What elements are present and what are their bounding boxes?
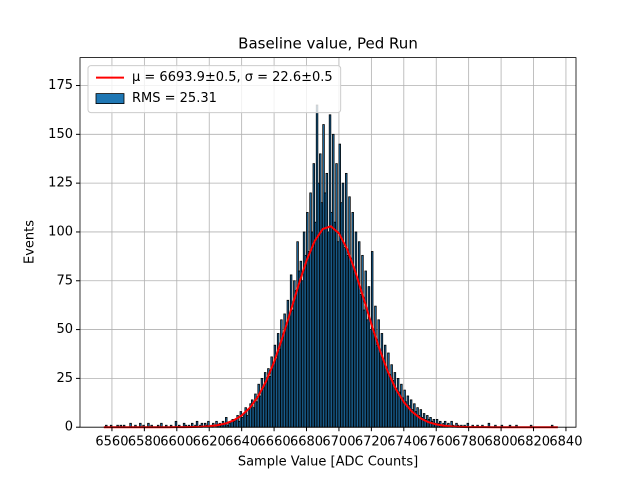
x-tick-label: 6780 [452,435,485,450]
y-tick-label: 75 [56,273,73,288]
x-axis-label: Sample Value [ADC Counts] [238,455,418,470]
y-tick-label: 100 [48,224,73,239]
y-tick-label: 25 [56,371,73,386]
legend-patch [95,93,125,104]
axes: 6560 6580 6600 6620 6640 6660 6680 6700 6720 6740… [48,57,582,450]
x-tick-label: 6760 [420,435,453,450]
x-tick-label: 6560 [95,435,128,450]
x-tick-label: 6620 [193,435,226,450]
x-tick-label: 6840 [549,435,582,450]
legend-label: μ = 6693.9±0.5, σ = 22.6±0.5 [132,70,333,85]
y-axis-label: Events [23,220,38,264]
x-tick-label: 6660 [258,435,291,450]
x-tick-label: 6740 [387,435,420,450]
y-tick-label: 175 [48,78,73,93]
x-tick-label: 6700 [322,435,355,450]
axes-frame [79,57,577,428]
x-tick-label: 6580 [128,435,161,450]
chart-title: Baseline value, Ped Run [238,35,418,53]
y-tick-label: 150 [48,127,73,142]
grid [80,57,576,428]
x-tick-label: 6600 [160,435,193,450]
x-tick-label: 6800 [485,435,518,450]
y-tick-label: 0 [65,420,73,435]
x-tick-label: 6680 [290,435,323,450]
y-tick-label: 125 [48,176,73,191]
y-tick-label: 50 [56,322,73,337]
legend-box [87,65,342,114]
x-tick-label: 6720 [355,435,388,450]
legend-label: RMS = 25.31 [132,91,217,106]
x-tick-label: 6640 [225,435,258,450]
legend: μ = 6693.9±0.5, σ = 22.6±0.5 RMS = 25.31 [87,65,342,114]
x-tick-label: 6820 [517,435,550,450]
